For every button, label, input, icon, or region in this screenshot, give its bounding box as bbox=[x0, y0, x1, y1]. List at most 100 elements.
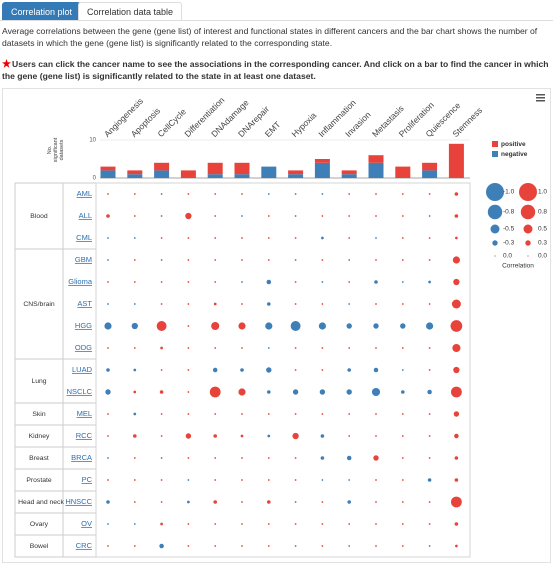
correlation-bubble bbox=[294, 303, 297, 305]
bar-negative[interactable] bbox=[154, 170, 170, 178]
bar-negative[interactable] bbox=[207, 174, 223, 178]
tab-data-table[interactable]: Correlation data table bbox=[78, 2, 183, 20]
cancer-link[interactable]: HGG bbox=[75, 321, 92, 330]
legend-bubble bbox=[492, 240, 498, 246]
correlation-bubble bbox=[160, 457, 163, 459]
correlation-bubble bbox=[238, 322, 246, 330]
correlation-bubble bbox=[294, 259, 297, 261]
bar-positive[interactable] bbox=[341, 170, 357, 175]
correlation-bubble bbox=[294, 369, 297, 371]
cancer-link[interactable]: ODG bbox=[75, 343, 92, 352]
bar-negative[interactable] bbox=[314, 162, 330, 178]
bar-negative[interactable] bbox=[261, 166, 277, 178]
correlation-bubble bbox=[401, 413, 404, 415]
correlation-bubble bbox=[428, 193, 431, 195]
correlation-bubble bbox=[187, 413, 190, 415]
cancer-link[interactable]: AML bbox=[77, 189, 92, 198]
bar-positive[interactable] bbox=[288, 170, 304, 175]
correlation-bubble bbox=[107, 281, 109, 283]
cancer-link[interactable]: PC bbox=[82, 475, 93, 484]
bar-positive[interactable] bbox=[448, 143, 464, 178]
cancer-link[interactable]: RCC bbox=[76, 431, 93, 440]
correlation-bubble bbox=[267, 413, 270, 415]
bar-negative[interactable] bbox=[100, 170, 116, 178]
bar-negative[interactable] bbox=[341, 174, 357, 178]
star-icon bbox=[2, 59, 11, 68]
correlation-bubble bbox=[292, 432, 299, 440]
correlation-bubble bbox=[267, 479, 270, 481]
correlation-bubble bbox=[375, 435, 377, 437]
correlation-bubble bbox=[214, 347, 217, 349]
bar-positive[interactable] bbox=[207, 162, 223, 175]
correlation-bubble bbox=[375, 347, 377, 349]
cancer-link[interactable]: BRCA bbox=[71, 453, 92, 462]
cancer-link[interactable]: Glioma bbox=[68, 277, 93, 286]
correlation-bubble bbox=[375, 303, 377, 305]
correlation-bubble bbox=[452, 343, 461, 353]
bar-positive[interactable] bbox=[100, 166, 116, 171]
correlation-bubble bbox=[131, 322, 138, 330]
bar-positive[interactable] bbox=[127, 170, 143, 175]
bar-negative[interactable] bbox=[368, 162, 384, 178]
correlation-bubble bbox=[373, 455, 379, 461]
legend-bubble bbox=[525, 240, 531, 246]
bar-negative[interactable] bbox=[422, 170, 438, 178]
bar-positive[interactable] bbox=[314, 159, 330, 163]
bar-positive[interactable] bbox=[395, 166, 411, 178]
cancer-link[interactable]: AST bbox=[77, 299, 92, 308]
correlation-bubble bbox=[187, 369, 190, 371]
legend-bubble bbox=[520, 204, 536, 220]
bar-positive[interactable] bbox=[422, 162, 438, 171]
correlation-bubble bbox=[107, 479, 109, 481]
legend-label: negative bbox=[501, 151, 528, 158]
correlation-bubble bbox=[238, 388, 246, 396]
correlation-bubble bbox=[267, 457, 270, 459]
bar-positive[interactable] bbox=[180, 170, 196, 178]
group-label: CNS/brain bbox=[23, 301, 55, 308]
cancer-link[interactable]: MEL bbox=[77, 409, 92, 418]
correlation-bubble bbox=[294, 413, 297, 415]
correlation-bubble bbox=[214, 259, 217, 261]
correlation-bubble bbox=[454, 456, 459, 460]
correlation-bubble bbox=[428, 523, 431, 525]
legend-label: positive bbox=[501, 141, 526, 148]
correlation-bubble bbox=[321, 413, 324, 415]
bar-negative[interactable] bbox=[288, 174, 304, 178]
correlation-bubble bbox=[428, 369, 431, 371]
cancer-link[interactable]: LUAD bbox=[72, 365, 93, 374]
bar-positive[interactable] bbox=[234, 162, 250, 175]
bar-positive[interactable] bbox=[368, 155, 384, 163]
cancer-link[interactable]: CML bbox=[76, 233, 92, 242]
legend-size-label: -0.3 bbox=[503, 240, 515, 247]
correlation-bubble bbox=[373, 367, 379, 373]
correlation-bubble bbox=[428, 237, 431, 239]
correlation-bubble bbox=[321, 281, 324, 283]
correlation-bubble bbox=[321, 545, 324, 547]
correlation-bubble bbox=[267, 347, 270, 349]
correlation-bubble bbox=[214, 215, 217, 217]
correlation-bubble bbox=[214, 193, 217, 195]
correlation-bubble bbox=[133, 434, 137, 438]
cancer-link[interactable]: OV bbox=[81, 519, 92, 528]
bar-positive[interactable] bbox=[154, 162, 170, 171]
menu-icon[interactable] bbox=[536, 94, 545, 102]
correlation-bubble bbox=[214, 457, 217, 459]
legend-size-label: 0.8 bbox=[538, 209, 547, 216]
correlation-bubble bbox=[375, 523, 377, 525]
correlation-bubble bbox=[241, 259, 243, 261]
correlation-bubble bbox=[400, 323, 406, 329]
bar-negative[interactable] bbox=[127, 174, 143, 178]
correlation-bubble bbox=[267, 259, 270, 261]
correlation-bubble bbox=[348, 413, 351, 415]
cancer-link[interactable]: HNSCC bbox=[65, 497, 92, 506]
cancer-link[interactable]: NSCLC bbox=[67, 387, 93, 396]
correlation-bubble bbox=[294, 347, 297, 349]
correlation-bubble bbox=[107, 193, 109, 195]
correlation-bubble bbox=[133, 347, 136, 349]
correlation-bubble bbox=[348, 193, 351, 195]
correlation-bubble bbox=[214, 281, 217, 283]
cancer-link[interactable]: ALL bbox=[79, 211, 92, 220]
bar-negative[interactable] bbox=[234, 174, 250, 178]
cancer-link[interactable]: CRC bbox=[76, 541, 93, 550]
cancer-link[interactable]: GBM bbox=[75, 255, 92, 264]
